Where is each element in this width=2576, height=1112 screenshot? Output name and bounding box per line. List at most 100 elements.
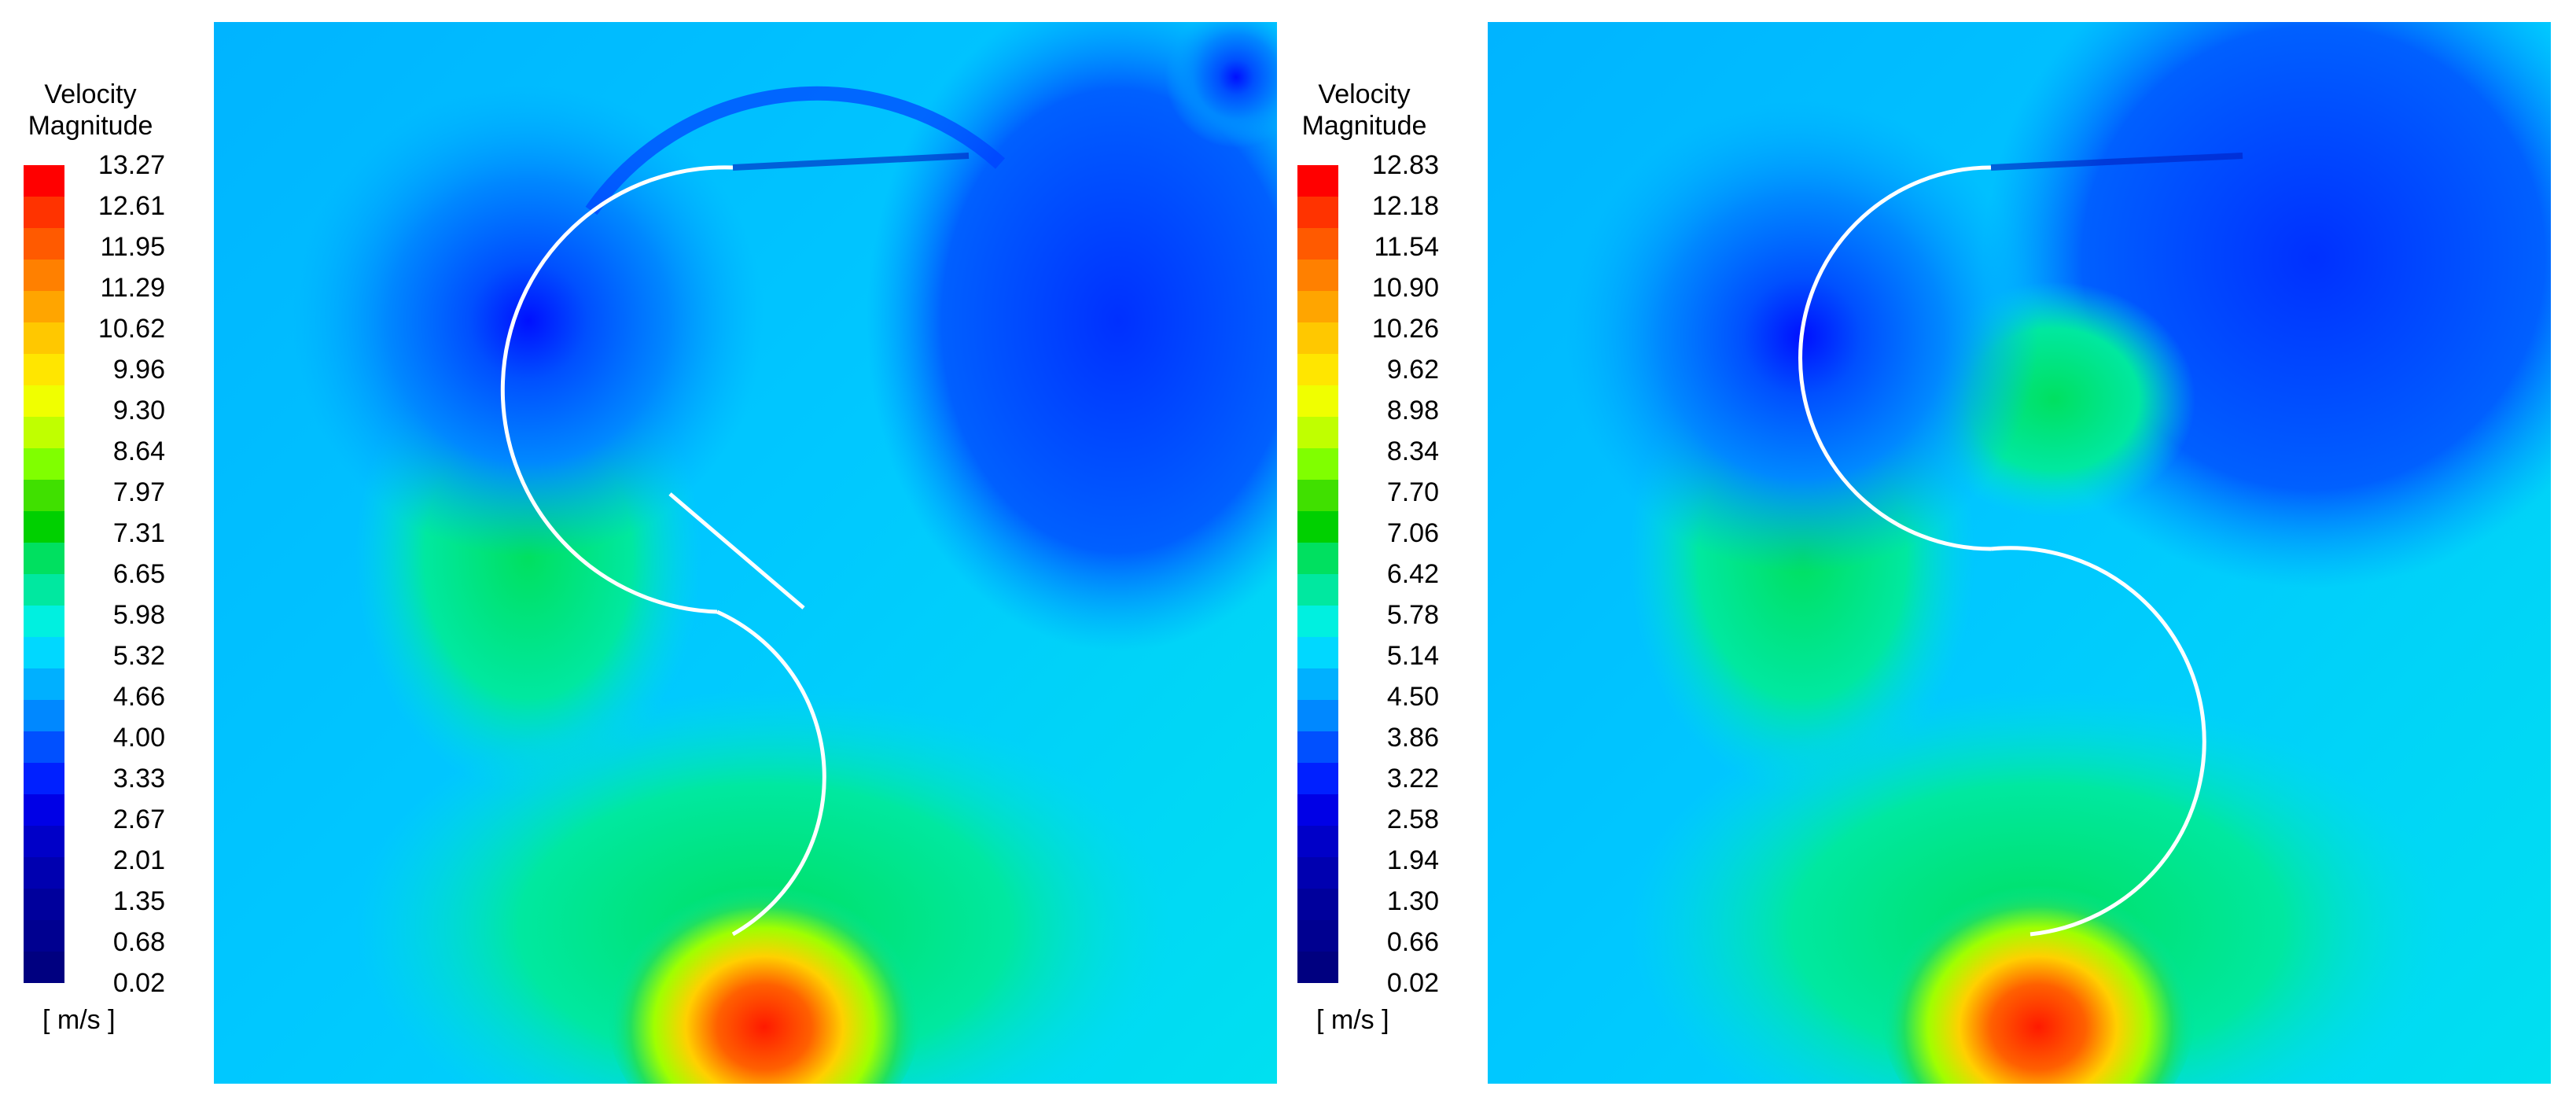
tick-label: 11.54 (1374, 232, 1439, 262)
colorbar-band (24, 448, 64, 480)
colorbar (24, 165, 64, 983)
blade-upper (500, 165, 734, 614)
colorbar-band (1297, 731, 1338, 763)
tick-label: 13.27 (98, 150, 165, 180)
legend-title: Velocity Magnitude (1274, 79, 1455, 142)
tick-label: 0.68 (112, 927, 165, 957)
legend-title-line1: Velocity (1318, 79, 1411, 109)
unit-label: [ m/s ] (42, 1005, 116, 1035)
blade-insert (668, 492, 805, 609)
tick-label: 10.62 (98, 314, 165, 344)
tick-label: 12.61 (98, 191, 165, 221)
tick-label: 0.66 (1386, 927, 1439, 957)
colorbar-band (1297, 480, 1338, 511)
tick-label: 9.62 (1386, 355, 1439, 385)
legend-left: Velocity Magnitude 13.27 12.61 11.95 11.29 1… (0, 0, 204, 1112)
colorbar-band (1297, 260, 1338, 291)
tick-label: 7.97 (112, 477, 165, 507)
colorbar-band (1297, 952, 1338, 983)
tick-label: 9.96 (112, 355, 165, 385)
tick-label: 5.78 (1386, 600, 1439, 630)
legend-right: Velocity Magnitude 12.83 12.18 11.54 10.90 1… (1274, 0, 1478, 1112)
colorbar-band (1297, 228, 1338, 260)
legend-title-line2: Magnitude (28, 111, 153, 141)
colorbar-band (1297, 385, 1338, 417)
tick-label: 8.64 (112, 436, 165, 466)
contour-plot-right (1488, 22, 2551, 1084)
tick-label: 11.29 (100, 273, 165, 303)
tick-label: 2.67 (112, 805, 165, 834)
colorbar-band (24, 920, 64, 952)
colorbar-band (24, 637, 64, 668)
tick-label: 3.22 (1386, 764, 1439, 793)
colorbar-band (24, 731, 64, 763)
tick-label: 4.00 (112, 723, 165, 753)
colorbar-band (24, 952, 64, 983)
tick-label: 1.94 (1386, 845, 1439, 875)
tick-label: 9.30 (112, 396, 165, 425)
colorbar-band (24, 417, 64, 448)
tick-label: 6.65 (112, 559, 165, 589)
colorbar-band (1297, 322, 1338, 354)
tick-label: 10.26 (1371, 314, 1439, 344)
colorbar-band (1297, 826, 1338, 857)
tick-label: 2.58 (1386, 805, 1439, 834)
contour-plot-left (214, 22, 1277, 1084)
colorbar-band (24, 826, 64, 857)
legend-title-line1: Velocity (44, 79, 137, 109)
colorbar-band (24, 165, 64, 197)
tick-label: 8.98 (1386, 396, 1439, 425)
colorbar-band (24, 291, 64, 322)
tick-label: 3.33 (112, 764, 165, 793)
colorbar-band (1297, 889, 1338, 920)
tick-label: 1.30 (1386, 886, 1439, 916)
velocity-field-right (1488, 22, 2551, 1084)
colorbar-band (24, 606, 64, 637)
colorbar-band (1297, 700, 1338, 731)
colorbar-band (24, 197, 64, 228)
colorbar-band (1297, 417, 1338, 448)
colorbar-band (1297, 165, 1338, 197)
tick-label: 12.18 (1371, 191, 1439, 221)
tick-label: 4.66 (112, 682, 165, 712)
tick-label: 3.86 (1386, 723, 1439, 753)
legend-title: Velocity Magnitude (0, 79, 181, 142)
colorbar-band (24, 354, 64, 385)
colorbar-band (1297, 668, 1338, 700)
colorbar-band (24, 480, 64, 511)
colorbar-band (1297, 574, 1338, 606)
colorbar-band (24, 794, 64, 826)
colorbar-band (24, 857, 64, 889)
colorbar-band (24, 511, 64, 543)
tick-label: 6.42 (1386, 559, 1439, 589)
tick-label: 0.02 (1386, 968, 1439, 998)
colorbar-band (1297, 920, 1338, 952)
colorbar-band (1297, 543, 1338, 574)
tick-label: 5.14 (1386, 641, 1439, 671)
tick-label: 10.90 (1371, 273, 1439, 303)
tick-label: 7.31 (112, 518, 165, 548)
tick-label: 4.50 (1386, 682, 1439, 712)
blade-lower (716, 609, 826, 937)
tick-label: 1.35 (112, 886, 165, 916)
tick-label: 7.70 (1386, 477, 1439, 507)
colorbar-band (1297, 637, 1338, 668)
colorbar-band (24, 574, 64, 606)
colorbar-band (1297, 197, 1338, 228)
colorbar-band (24, 322, 64, 354)
colorbar-band (1297, 794, 1338, 826)
colorbar-band (1297, 763, 1338, 794)
tick-label: 7.06 (1386, 518, 1439, 548)
tick-label: 8.34 (1386, 436, 1439, 466)
colorbar (1297, 165, 1338, 983)
colorbar-band (24, 260, 64, 291)
colorbar-band (24, 543, 64, 574)
blade-lower (1990, 546, 2206, 937)
colorbar-band (1297, 857, 1338, 889)
tick-label: 5.32 (112, 641, 165, 671)
colorbar-band (1297, 291, 1338, 322)
colorbar-band (24, 385, 64, 417)
colorbar-band (1297, 354, 1338, 385)
legend-title-line2: Magnitude (1301, 111, 1427, 141)
colorbar-band (24, 700, 64, 731)
